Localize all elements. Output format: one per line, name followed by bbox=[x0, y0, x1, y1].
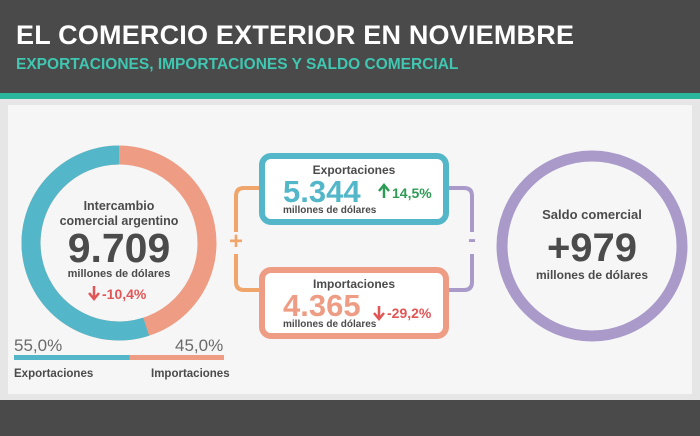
import-share-label: 45,0% bbox=[175, 336, 224, 355]
arrow-down-icon bbox=[373, 306, 385, 321]
share-bar-imports bbox=[129, 355, 224, 360]
imports-value: 4.365 bbox=[283, 288, 361, 323]
saldo-unit: millones de dólares bbox=[535, 268, 649, 282]
page-title: EL COMERCIO EXTERIOR EN NOVIEMBRE bbox=[16, 20, 575, 50]
exports-change: 14,5% bbox=[392, 185, 432, 201]
donut-exports-arc bbox=[21, 145, 150, 341]
saldo-label: Saldo comercial bbox=[542, 207, 642, 222]
saldo-ring bbox=[496, 150, 688, 342]
minus-operator: - bbox=[468, 226, 476, 253]
arrow-up-icon bbox=[378, 183, 390, 198]
imports-box bbox=[259, 267, 449, 339]
exports-box bbox=[259, 153, 449, 225]
intercambio-change: -10,4% bbox=[102, 286, 147, 302]
imports-label: Importaciones bbox=[312, 277, 396, 291]
saldo-value: +979 bbox=[546, 226, 638, 270]
exports-label: Exportaciones bbox=[312, 163, 396, 177]
accent-bar bbox=[0, 93, 700, 99]
intercambio-label: Intercambio comercial argentino bbox=[59, 199, 179, 228]
header: EL COMERCIO EXTERIOR EN NOVIEMBRE EXPORT… bbox=[0, 0, 700, 93]
exports-value: 5.344 bbox=[283, 174, 361, 209]
intercambio-value: 9.709 bbox=[67, 225, 171, 271]
import-share-caption: Importaciones bbox=[151, 368, 230, 380]
share-bar-exports bbox=[14, 355, 130, 360]
page-subtitle: EXPORTACIONES, IMPORTACIONES Y SALDO COM… bbox=[16, 56, 459, 73]
arrow-down-icon bbox=[88, 286, 100, 301]
plus-bracket-bottom bbox=[234, 254, 259, 292]
exports-unit: millones de dólares bbox=[283, 205, 377, 216]
imports-change: -29,2% bbox=[387, 305, 432, 321]
export-share-label: 55,0% bbox=[14, 336, 63, 355]
minus-bracket-bottom bbox=[449, 254, 474, 292]
plus-bracket-top bbox=[234, 186, 259, 232]
plus-operator: + bbox=[228, 228, 243, 255]
minus-bracket-top bbox=[449, 186, 474, 232]
intercambio-unit: millones de dólares bbox=[67, 268, 171, 280]
imports-unit: millones de dólares bbox=[283, 319, 377, 330]
footer-bar bbox=[0, 400, 700, 436]
export-share-caption: Exportaciones bbox=[14, 368, 94, 380]
